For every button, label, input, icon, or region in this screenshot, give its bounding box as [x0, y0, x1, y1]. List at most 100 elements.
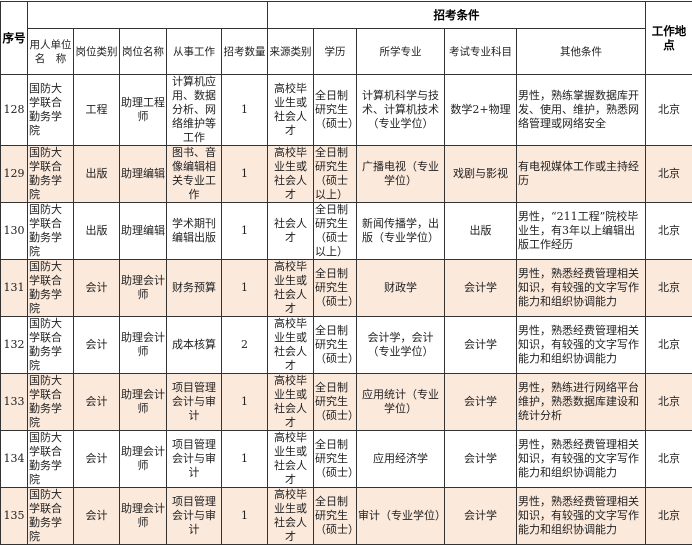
cell-unit: 国防大学联合勤务学院 [28, 488, 74, 545]
cell-seq: 134 [1, 431, 28, 488]
cell-exam: 会计学 [445, 488, 517, 545]
cell-other: 男性，熟悉经费管理相关知识，有较强的文字写作能力和组织协调能力 [517, 488, 646, 545]
header-location: 工作地点 [646, 2, 692, 75]
cell-exam: 会计学 [445, 374, 517, 431]
cell-major: 计算机科学与技术、计算机技术（专业学位） [357, 75, 445, 146]
cell-category: 会计 [74, 260, 120, 317]
cell-major: 广播电视（专业学位） [357, 146, 445, 203]
cell-source: 高校毕业生或社会人才 [268, 488, 314, 545]
cell-major: 会计学，会计（专业学位） [357, 317, 445, 374]
cell-count: 1 [222, 203, 268, 260]
cell-work: 计算机应用、数据分析、网络维护等工作 [167, 75, 222, 146]
cell-other: 男性，熟练进行网络平台维护，熟悉数据库建设和统计分析 [517, 374, 646, 431]
cell-seq: 135 [1, 488, 28, 545]
cell-location: 北京 [646, 203, 692, 260]
cell-count: 1 [222, 374, 268, 431]
cell-education: 全日制研究生（硕士） [314, 488, 357, 545]
cell-major: 审计（专业学位） [357, 488, 445, 545]
cell-location: 北京 [646, 317, 692, 374]
cell-location: 北京 [646, 146, 692, 203]
header-major: 所学专业 [357, 29, 445, 75]
cell-category: 会计 [74, 431, 120, 488]
cell-other: 男性，“211工程”院校毕业生，有3年以上编辑出版工作经历 [517, 203, 646, 260]
cell-source: 高校毕业生或社会人才 [268, 146, 314, 203]
cell-other: 有电视媒体工作或主持经历 [517, 146, 646, 203]
cell-position: 助理编辑 [120, 203, 167, 260]
cell-source: 高校毕业生或社会人才 [268, 431, 314, 488]
cell-category: 工程 [74, 75, 120, 146]
cell-education: 全日制研究生（硕士） [314, 431, 357, 488]
cell-work: 财务预算 [167, 260, 222, 317]
cell-unit: 国防大学联合勤务学院 [28, 374, 74, 431]
cell-education: 全日制研究生（硕士） [314, 317, 357, 374]
cell-source: 高校毕业生或社会人才 [268, 374, 314, 431]
cell-work: 学术期刊编辑出版 [167, 203, 222, 260]
cell-source: 高校毕业生或社会人才 [268, 75, 314, 146]
cell-category: 会计 [74, 374, 120, 431]
cell-count: 1 [222, 75, 268, 146]
header-other: 其他条件 [517, 29, 646, 75]
cell-position: 助理会计师 [120, 260, 167, 317]
cell-count: 1 [222, 488, 268, 545]
header-work: 从事工作 [167, 29, 222, 75]
cell-location: 北京 [646, 75, 692, 146]
header-count: 招考数量 [222, 29, 268, 75]
cell-other: 男性，熟悉经费管理相关知识，有较强的文字写作能力和组织协调能力 [517, 317, 646, 374]
cell-major: 应用统计（专业学位） [357, 374, 445, 431]
cell-seq: 131 [1, 260, 28, 317]
cell-seq: 128 [1, 75, 28, 146]
cell-work: 图书、音像编辑相关专业工作 [167, 146, 222, 203]
cell-education: 全日制研究生（硕士以上） [314, 203, 357, 260]
cell-unit: 国防大学联合勤务学院 [28, 203, 74, 260]
cell-education: 全日制研究生（硕士） [314, 260, 357, 317]
cell-major: 应用经济学 [357, 431, 445, 488]
cell-work: 项目管理会计与审计 [167, 431, 222, 488]
cell-other: 男性，熟练掌握数据库开发、使用、维护，熟悉网络管理或网络安全 [517, 75, 646, 146]
cell-location: 北京 [646, 488, 692, 545]
cell-seq: 133 [1, 374, 28, 431]
cell-position: 助理会计师 [120, 431, 167, 488]
cell-category: 会计 [74, 317, 120, 374]
cell-seq: 129 [1, 146, 28, 203]
cell-major: 新闻传播学，出版（专业学位） [357, 203, 445, 260]
cell-location: 北京 [646, 260, 692, 317]
cell-unit: 国防大学联合勤务学院 [28, 431, 74, 488]
cell-source: 社会人才 [268, 203, 314, 260]
header-seq: 序号 [1, 2, 28, 75]
cell-position: 助理会计师 [120, 374, 167, 431]
header-source: 来源类别 [268, 29, 314, 75]
cell-count: 1 [222, 260, 268, 317]
cell-category: 出版 [74, 203, 120, 260]
cell-source: 高校毕业生或社会人才 [268, 317, 314, 374]
cell-location: 北京 [646, 431, 692, 488]
header-category: 岗位类别 [74, 29, 120, 75]
header-group-title: 招考条件 [268, 2, 646, 29]
cell-category: 会计 [74, 488, 120, 545]
cell-other: 男性，熟悉经费管理相关知识，有较强的文字写作能力和组织协调能力 [517, 260, 646, 317]
header-position: 岗位名称 [120, 29, 167, 75]
cell-count: 2 [222, 317, 268, 374]
cell-location: 北京 [646, 374, 692, 431]
cell-work: 成本核算 [167, 317, 222, 374]
cell-exam: 会计学 [445, 317, 517, 374]
cell-work: 项目管理会计与审计 [167, 374, 222, 431]
cell-education: 全日制研究生（硕士以上） [314, 146, 357, 203]
cell-work: 项目管理会计与审计 [167, 488, 222, 545]
cell-education: 全日制研究生（硕士） [314, 75, 357, 146]
cell-education: 全日制研究生（硕士） [314, 374, 357, 431]
header-unit: 用人单位名 称 [28, 29, 74, 75]
cell-position: 助理会计师 [120, 317, 167, 374]
cell-exam: 数学2+物理 [445, 75, 517, 146]
cell-seq: 132 [1, 317, 28, 374]
cell-source: 高校毕业生或社会人才 [268, 260, 314, 317]
cell-count: 1 [222, 431, 268, 488]
